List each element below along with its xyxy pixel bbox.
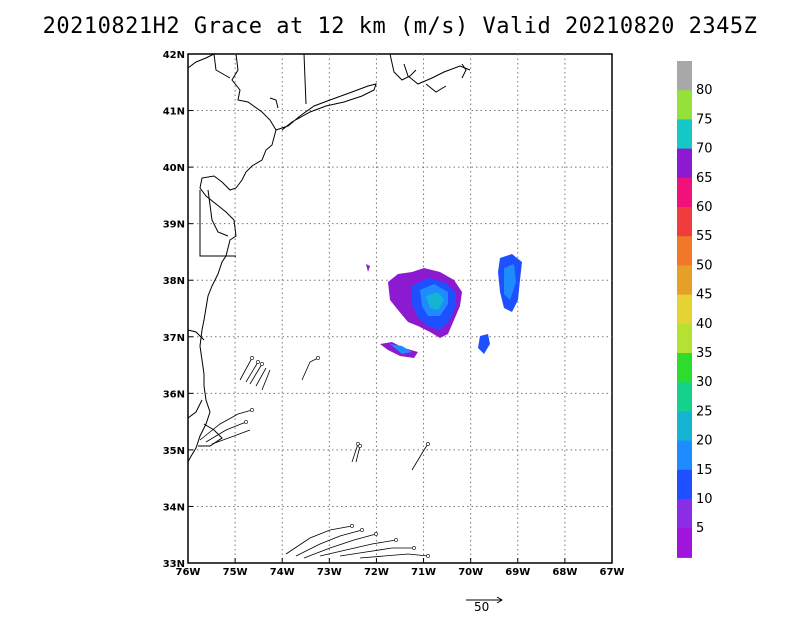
lat-tick-label: 42N (163, 50, 185, 61)
gridlines (187, 53, 613, 564)
lon-tick-label: 70W (458, 567, 483, 578)
colorbar: 80 75 70 65 60 55 50 45 40 35 30 25 20 15 10 5 (677, 61, 713, 558)
wind-barbs (199, 357, 429, 559)
lat-tick-label: 39N (163, 220, 185, 231)
reference-vector-arrow (466, 596, 503, 604)
wind-retrievals (366, 254, 522, 358)
colorbar-label: 75 (696, 112, 713, 127)
colorbar-swatch (677, 411, 692, 442)
colorbar-swatch (677, 323, 692, 354)
colorbar-swatch (677, 499, 692, 529)
lat-tick-label: 41N (163, 107, 185, 118)
colorbar-swatch (677, 382, 692, 412)
colorbar-label: 70 (696, 142, 713, 157)
colorbar-label: 25 (696, 404, 713, 419)
colorbar-swatch (677, 294, 692, 325)
colorbar-swatch (677, 177, 692, 208)
colorbar-label: 60 (696, 200, 713, 215)
colorbar-label: 50 (696, 258, 713, 273)
lat-tick-label: 38N (163, 276, 185, 287)
lat-tick-label: 35N (163, 446, 185, 457)
barb-station-markers (244, 356, 430, 558)
coastline (187, 53, 471, 463)
lat-tick-label: 40N (163, 163, 185, 174)
lat-tick-label: 34N (163, 502, 185, 513)
lon-tick-label: 76W (176, 567, 201, 578)
colorbar-swatch (677, 440, 692, 471)
colorbar-label: 40 (696, 317, 713, 332)
lon-tick-label: 67W (600, 567, 625, 578)
colorbar-label: 30 (696, 375, 713, 390)
colorbar-swatch (677, 469, 692, 500)
lon-tick-label: 68W (552, 567, 577, 578)
colorbar-label: 5 (696, 521, 704, 536)
reference-vector-label: 50 (474, 600, 490, 614)
plot-title: 20210821H2 Grace at 12 km (m/s) Valid 20… (42, 14, 758, 39)
lon-tick-label: 72W (364, 567, 389, 578)
lat-tick-label: 37N (163, 333, 185, 344)
colorbar-label: 80 (696, 83, 713, 98)
colorbar-label: 35 (696, 346, 713, 361)
colorbar-swatch (677, 207, 692, 237)
colorbar-swatch (677, 265, 692, 296)
colorbar-swatch (677, 119, 692, 150)
lon-tick-label: 69W (505, 567, 530, 578)
colorbar-label: 15 (696, 463, 713, 478)
colorbar-swatch (677, 90, 692, 120)
colorbar-label: 65 (696, 171, 713, 186)
lat-tick-label: 33N (163, 559, 185, 570)
lon-tick-label: 74W (270, 567, 295, 578)
tick-labels: 76W 75W 74W 73W 72W 71W 70W 69W 68W 67W 33N 34N 35N 3… (163, 50, 625, 578)
colorbar-swatch (677, 61, 692, 91)
colorbar-label: 45 (696, 288, 713, 303)
lat-tick-label: 36N (163, 389, 185, 400)
colorbar-label: 55 (696, 229, 713, 244)
colorbar-label: 20 (696, 434, 713, 449)
colorbar-swatch (677, 236, 692, 266)
lon-tick-label: 73W (317, 567, 342, 578)
colorbar-label: 10 (696, 492, 713, 507)
colorbar-swatch (677, 148, 692, 179)
lon-tick-label: 71W (411, 567, 436, 578)
colorbar-swatch (677, 528, 692, 558)
lon-tick-label: 75W (223, 567, 248, 578)
colorbar-swatch (677, 353, 692, 383)
map-frame (187, 53, 613, 564)
